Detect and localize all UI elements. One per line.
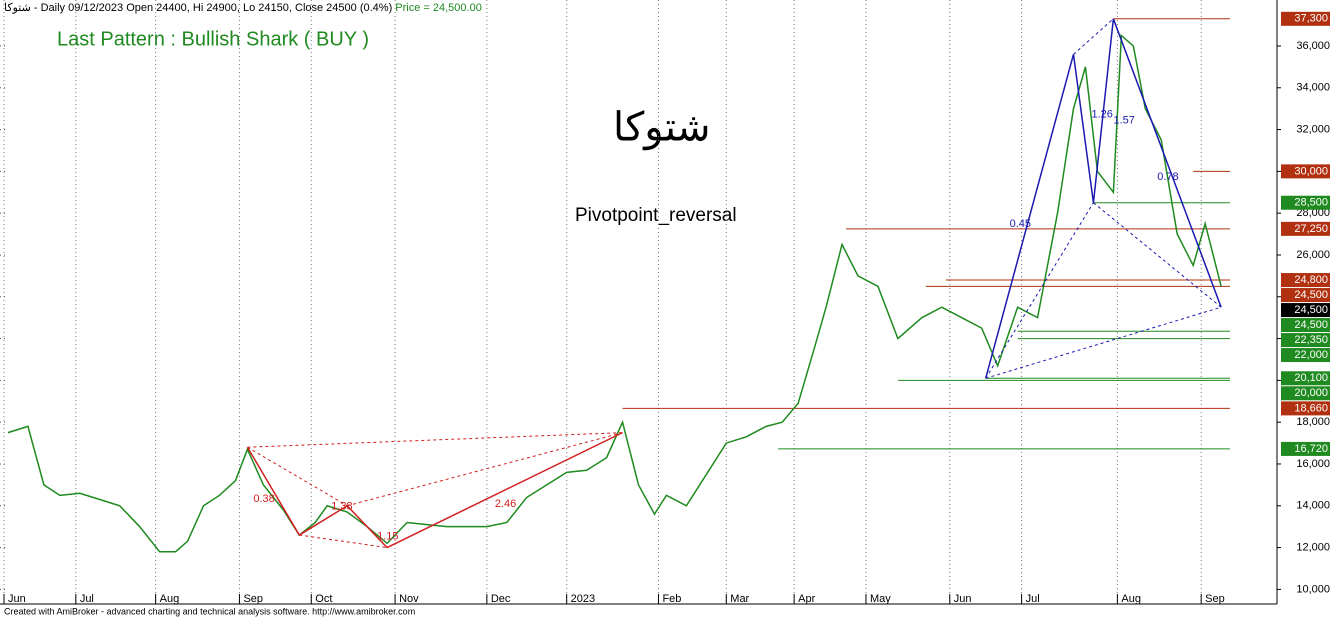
pattern-ratio: 1.15 [377,531,398,543]
pattern-dash [247,432,623,448]
x-tick-label: Feb [662,593,681,605]
level-label: 22,350 [1294,334,1328,346]
header-text: شتوکا - Daily 09/12/2023 Open 24400, Hi … [4,2,392,14]
level-box [1281,318,1330,333]
level-label: 24,500 [1294,319,1328,331]
level-box [1281,195,1330,210]
pattern-ratio: 1.38 [331,500,352,512]
level-label: 27,250 [1294,223,1328,235]
x-tick-label: Mar [730,593,749,605]
x-tick-label: Aug [160,593,180,605]
x-tick-label: Nov [399,593,419,605]
pattern-ratio: 0.38 [253,493,274,505]
level-box [1281,164,1330,179]
level-box [1281,386,1330,401]
x-tick-label: Sep [243,593,263,605]
header: شتوکا - Daily 09/12/2023 Open 24400, Hi … [4,2,482,14]
x-tick-label: Aug [1121,593,1141,605]
level-box [1281,441,1330,456]
x-tick-label: May [870,593,891,605]
pattern-ratio: 2.46 [495,498,516,510]
level-label: 18,660 [1294,402,1328,414]
x-tick-label: Dec [491,593,511,605]
y-tick-label: 14,000 [1296,500,1330,512]
pattern-dash [985,202,1094,379]
pattern-dash [985,306,1222,379]
level-label: 20,100 [1294,372,1328,384]
pattern-ratio: 1.26 [1091,108,1112,120]
y-tick-label: 36,000 [1296,40,1330,52]
y-tick-label: 12,000 [1296,541,1330,553]
level-box [1281,401,1330,416]
level-box [1281,303,1330,318]
pattern-dash [1073,18,1114,55]
y-tick-label: 34,000 [1296,82,1330,94]
x-tick-label: Jun [954,593,972,605]
y-tick-label: 16,000 [1296,458,1330,470]
subtitle: Pivotpoint_reversal [575,205,737,226]
x-tick-label: Jul [80,593,94,605]
level-label: 30,000 [1294,165,1328,177]
level-label: 16,720 [1294,443,1328,455]
y-tick-label: 18,000 [1296,416,1330,428]
x-tick-label: Jul [1026,593,1040,605]
level-label: 37,300 [1294,13,1328,25]
y-tick-label: 26,000 [1296,249,1330,261]
level-label: 28,500 [1294,197,1328,209]
x-tick-label: Jun [8,593,26,605]
y-tick-label: 32,000 [1296,123,1330,135]
x-tick-label: 2023 [571,593,595,605]
pattern-ratio: 0.78 [1157,171,1178,183]
level-label: 20,000 [1294,387,1328,399]
level-label: 24,800 [1294,274,1328,286]
y-tick-label: 28,000 [1296,207,1330,219]
price-line [7,33,1222,553]
y-tick-label: 10,000 [1296,583,1330,595]
x-tick-label: Oct [315,593,332,605]
level-label: 24,500 [1294,289,1328,301]
symbol: شتوکا [613,106,710,151]
level-box [1281,333,1330,348]
level-box [1281,348,1330,363]
pattern-ratio: 0.45 [1010,218,1031,230]
x-tick-label: Sep [1205,593,1225,605]
x-tick-label: Apr [798,593,815,605]
header-price: Price = 24,500.00 [395,2,482,14]
level-box [1281,221,1330,236]
pattern-dash [299,534,388,549]
pattern-ratio: 1.57 [1113,115,1134,127]
level-box [1281,288,1330,303]
chart-title: Last Pattern : Bullish Shark ( BUY ) [57,28,369,50]
level-box [1281,371,1330,386]
pattern-dash [247,446,348,507]
level-box [1281,11,1330,26]
level-box [1281,273,1330,288]
footer: Created with AmiBroker - advanced charti… [4,606,415,616]
level-label: 24,500 [1294,304,1328,316]
level-label: 22,000 [1294,349,1328,361]
